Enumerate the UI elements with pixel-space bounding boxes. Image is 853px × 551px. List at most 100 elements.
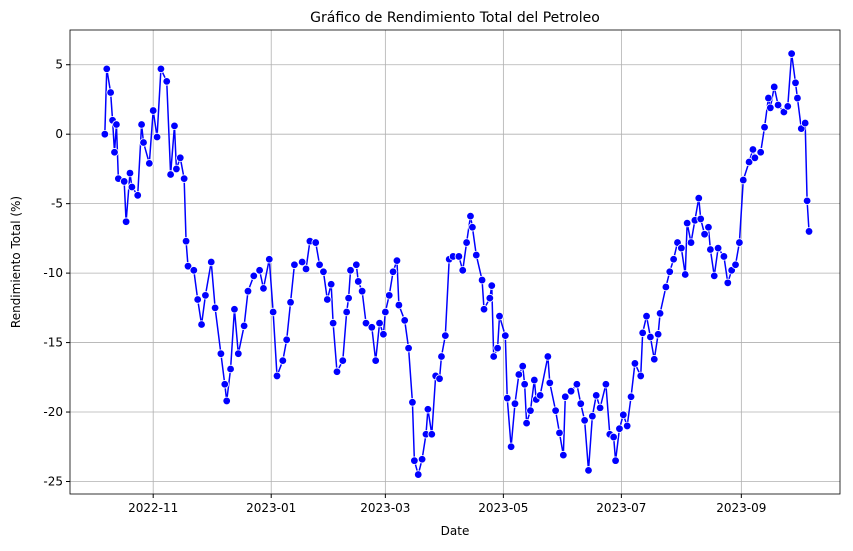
marker bbox=[170, 121, 179, 131]
marker bbox=[601, 380, 611, 389]
marker bbox=[735, 238, 744, 247]
marker bbox=[681, 270, 690, 279]
x-tick-label: 2023-05 bbox=[478, 501, 528, 515]
x-tick-label: 2022-11 bbox=[128, 501, 178, 515]
marker bbox=[739, 175, 748, 185]
marker bbox=[615, 424, 624, 433]
marker bbox=[286, 298, 295, 307]
marker bbox=[400, 316, 409, 325]
marker bbox=[268, 307, 278, 317]
marker bbox=[665, 267, 674, 276]
marker bbox=[162, 77, 171, 86]
chart-title: Gráfico de Rendimiento Total del Petrole… bbox=[310, 10, 600, 26]
marker bbox=[543, 352, 553, 361]
marker bbox=[125, 168, 135, 178]
marker bbox=[328, 318, 338, 328]
marker bbox=[510, 399, 520, 408]
marker bbox=[485, 293, 495, 303]
marker bbox=[609, 432, 618, 442]
marker bbox=[272, 371, 282, 381]
marker bbox=[466, 211, 475, 221]
marker bbox=[653, 330, 663, 339]
marker bbox=[183, 261, 193, 271]
marker bbox=[700, 230, 709, 239]
marker bbox=[638, 328, 647, 338]
marker bbox=[346, 266, 355, 275]
marker bbox=[375, 318, 384, 328]
marker bbox=[297, 257, 307, 267]
x-tick-label: 2023-01 bbox=[246, 501, 296, 515]
marker bbox=[696, 214, 705, 224]
x-tick-label: 2023-09 bbox=[716, 501, 766, 515]
marker bbox=[489, 352, 498, 361]
marker bbox=[495, 311, 504, 321]
marker bbox=[770, 82, 779, 92]
marker bbox=[518, 361, 527, 371]
marker bbox=[357, 286, 367, 296]
marker bbox=[417, 455, 427, 464]
marker bbox=[379, 330, 388, 339]
marker bbox=[706, 245, 715, 254]
marker bbox=[342, 307, 351, 317]
marker bbox=[661, 282, 671, 292]
y-tick-label: -10 bbox=[43, 266, 63, 280]
marker bbox=[802, 196, 812, 206]
marker bbox=[750, 153, 760, 163]
marker bbox=[748, 145, 758, 154]
marker bbox=[669, 255, 678, 264]
marker bbox=[201, 291, 210, 300]
marker bbox=[501, 331, 510, 340]
marker bbox=[156, 64, 166, 74]
marker bbox=[189, 266, 199, 275]
marker bbox=[584, 466, 593, 475]
marker bbox=[756, 148, 765, 157]
marker bbox=[744, 157, 754, 167]
marker bbox=[127, 182, 137, 192]
y-tick-label: 0 bbox=[55, 127, 63, 141]
marker bbox=[576, 399, 585, 408]
marker bbox=[354, 277, 363, 286]
marker bbox=[472, 250, 481, 260]
marker bbox=[388, 267, 398, 276]
marker bbox=[650, 355, 659, 364]
marker bbox=[545, 378, 554, 388]
marker bbox=[559, 450, 568, 460]
marker bbox=[367, 323, 377, 332]
marker bbox=[588, 412, 597, 421]
marker bbox=[592, 391, 601, 400]
marker bbox=[686, 238, 696, 247]
marker bbox=[611, 456, 620, 465]
marker bbox=[423, 405, 433, 414]
marker bbox=[427, 430, 436, 439]
marker bbox=[166, 170, 175, 179]
y-tick-label: -15 bbox=[43, 336, 63, 350]
marker bbox=[408, 398, 417, 407]
marker bbox=[226, 364, 235, 374]
marker bbox=[352, 260, 361, 269]
marker bbox=[344, 293, 353, 303]
marker bbox=[100, 129, 110, 139]
marker bbox=[121, 217, 131, 226]
marker bbox=[137, 120, 146, 129]
marker bbox=[468, 223, 477, 232]
plot-frame bbox=[69, 29, 841, 495]
marker bbox=[332, 367, 342, 376]
marker bbox=[139, 138, 148, 147]
x-axis-label: Date bbox=[441, 524, 470, 538]
marker bbox=[655, 309, 665, 318]
marker bbox=[216, 349, 226, 358]
marker bbox=[682, 218, 692, 228]
marker bbox=[210, 303, 220, 313]
marker bbox=[133, 191, 142, 200]
marker bbox=[793, 93, 802, 103]
marker bbox=[176, 153, 185, 163]
marker bbox=[392, 256, 402, 265]
y-tick-label: -20 bbox=[43, 405, 63, 419]
marker bbox=[766, 103, 775, 112]
marker bbox=[710, 271, 719, 281]
marker bbox=[642, 311, 651, 321]
marker bbox=[622, 421, 632, 431]
marker bbox=[626, 392, 636, 401]
marker bbox=[385, 291, 394, 300]
marker bbox=[290, 260, 299, 269]
